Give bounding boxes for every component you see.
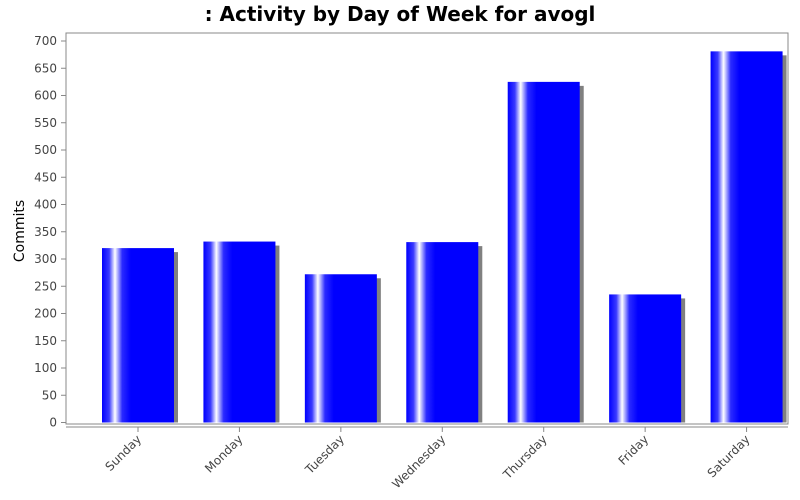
bar-thursday <box>507 81 580 423</box>
x-tick-label: Saturday <box>705 432 753 480</box>
bar-sunday <box>102 248 174 423</box>
y-tick-label: 600 <box>34 89 57 103</box>
bar-wednesday <box>406 242 479 423</box>
x-axis: Sunday Monday Tuesday Wednesday Thursday Frid… <box>66 426 788 491</box>
x-tick-label: Tuesday <box>302 432 347 477</box>
y-tick-label: 300 <box>34 252 57 266</box>
x-tick-label: Monday <box>202 432 245 475</box>
y-tick-label: 450 <box>34 170 57 184</box>
x-tick-label: Sunday <box>102 432 144 474</box>
y-tick-label: 150 <box>34 334 57 348</box>
y-axis-label: Commits <box>12 200 28 262</box>
x-tick-label: Friday <box>616 432 652 468</box>
y-axis: 0 50 100 150 200 250 300 350 400 450 500 550 600 650 7… <box>34 34 66 430</box>
chart-title: : Activity by Day of Week for avogl <box>205 2 596 26</box>
y-tick-label: 200 <box>34 307 57 321</box>
bar-friday <box>609 294 682 423</box>
y-tick-label: 50 <box>42 388 57 402</box>
y-tick-label: 250 <box>34 279 57 293</box>
x-tick-label: Thursday <box>500 432 550 482</box>
y-tick-label: 400 <box>34 198 57 212</box>
y-tick-label: 550 <box>34 116 57 130</box>
y-tick-label: 500 <box>34 143 57 157</box>
x-tick-label: Wednesday <box>389 432 448 491</box>
y-tick-label: 700 <box>34 34 57 48</box>
y-tick-label: 650 <box>34 61 57 75</box>
bar-monday <box>203 241 276 423</box>
y-tick-label: 100 <box>34 361 57 375</box>
bar-saturday <box>710 51 783 423</box>
y-tick-label: 0 <box>49 416 57 430</box>
y-tick-label: 350 <box>34 225 57 239</box>
bar-tuesday <box>304 274 377 423</box>
bars <box>102 51 787 423</box>
